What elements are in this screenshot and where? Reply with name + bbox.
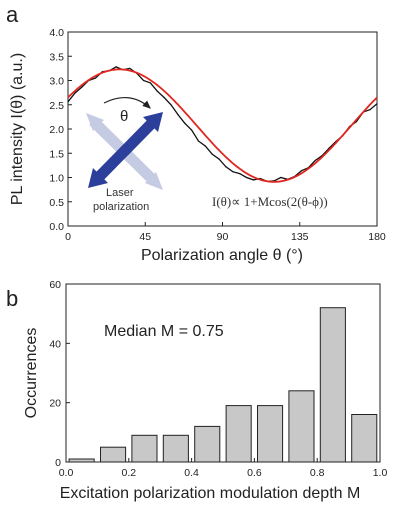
laser-label: Laser xyxy=(106,187,134,199)
panel-b-y-tick-label: 0 xyxy=(55,457,61,469)
panel-b-y-axis-title: Occurrences xyxy=(23,328,40,419)
measured-intensity-point xyxy=(156,90,158,92)
panel-a-x-tick-label: 90 xyxy=(217,231,229,243)
panel-b-y-tick-label: 60 xyxy=(49,279,61,291)
panel-b-x-tick-label: 0.6 xyxy=(247,467,262,479)
panel-a-ticks: 0 45 90 135 180 0.0 0.5 1.0 1.5 2.0 2.5 3.0 3.5 4.0 xyxy=(49,27,386,243)
measured-intensity-point xyxy=(115,66,117,68)
histogram-bar xyxy=(257,405,284,463)
theta-label: θ xyxy=(120,108,128,125)
panel-b-x-tick-label: 0.2 xyxy=(121,467,136,479)
panel-b-plot-frame xyxy=(65,283,381,463)
measured-intensity-point xyxy=(184,122,186,124)
measured-intensity-point xyxy=(170,104,172,106)
measured-intensity-point xyxy=(142,79,145,82)
fit-formula: I(θ)∝ 1+Mcos(2(θ-ϕ)) xyxy=(212,194,328,209)
laser-polarization-arrow-shaft xyxy=(92,116,159,184)
measured-intensity-point xyxy=(204,145,206,147)
panel-b-x-tick-label: 1.0 xyxy=(373,467,388,479)
measured-intensity-point xyxy=(376,103,378,105)
measured-intensity-point xyxy=(129,67,131,69)
perpendicular-arrow-head-1 xyxy=(86,113,104,131)
panel-b-x-axis-title: Excitation polarization modulation depth… xyxy=(60,485,361,502)
measured-intensity-point xyxy=(232,171,234,173)
measured-intensity-point xyxy=(67,101,69,103)
panel-b-y-tick-label: 40 xyxy=(49,338,61,350)
measured-intensity-point xyxy=(81,86,83,88)
panel-a-y-tick-label: 3.0 xyxy=(49,76,64,88)
panel-a-y-axis-title: PL intensity I(θ) (a.u.) xyxy=(9,53,26,205)
measured-intensity-point xyxy=(369,109,371,111)
fit-curve-line xyxy=(67,68,378,183)
panel-a-y-tick-label: 1.0 xyxy=(49,173,64,185)
panel-a-y-tick-label: 0.0 xyxy=(49,221,64,233)
measured-intensity-point xyxy=(245,176,248,179)
perpendicular-arrow-head-2 xyxy=(145,172,163,190)
measured-intensity-point xyxy=(197,140,200,142)
panel-a-y-tick-label: 0.5 xyxy=(49,197,64,209)
panel-b-chart: 0.0 0.2 0.4 0.6 0.8 1.0 0 20 40 60 Median M = 0.7… xyxy=(23,279,387,502)
panel-b-y-tick-label: 20 xyxy=(49,398,61,410)
measured-intensity-point xyxy=(225,166,227,168)
panel-b-x-tick-label: 0.4 xyxy=(184,467,199,479)
panel-a-y-tick-label: 2.0 xyxy=(49,124,64,136)
panel-letter-b: b xyxy=(6,286,18,311)
histogram-bar xyxy=(131,434,158,463)
histogram-bar xyxy=(162,434,189,463)
panel-a-x-tick-label: 45 xyxy=(139,231,151,243)
panel-a-y-tick-label: 1.5 xyxy=(49,148,64,160)
measured-intensity-point xyxy=(163,96,165,99)
measured-intensity-point xyxy=(300,170,303,172)
measured-intensity-point xyxy=(191,129,193,131)
angle-arc-arrow xyxy=(103,97,151,109)
panel-a-y-tick-label: 2.5 xyxy=(49,100,64,112)
histogram-bar xyxy=(319,307,346,463)
polarization-inset: θ xyxy=(86,97,163,190)
panel-a-lines xyxy=(67,66,378,183)
measured-intensity-point xyxy=(94,77,97,79)
panel-a-x-tick-label: 135 xyxy=(291,231,309,243)
histogram-bar xyxy=(351,414,378,463)
histogram-bar xyxy=(100,446,127,463)
measured-intensity-point xyxy=(177,113,179,116)
panel-a-x-tick-label: 0 xyxy=(65,231,71,243)
panel-letter-a: a xyxy=(6,2,19,27)
laser-polarization-arrow-head-1 xyxy=(88,168,108,188)
measured-intensity-line xyxy=(67,66,378,183)
measured-intensity-point xyxy=(149,82,151,84)
measured-intensity-point xyxy=(252,179,254,181)
panel-a-y-tick-label: 4.0 xyxy=(49,27,64,39)
panel-b-x-tick-label: 0.8 xyxy=(310,467,325,479)
panel-b-x-tick-label: 0.0 xyxy=(59,467,74,479)
panel-a-x-axis-title: Polarization angle θ (°) xyxy=(141,247,303,264)
panel-a-x-tick-label: 180 xyxy=(368,231,386,243)
measured-intensity-point xyxy=(218,158,220,160)
measured-intensity-point xyxy=(211,153,213,155)
laser-polarization-arrow-head-2 xyxy=(143,112,163,132)
panel-b-bars xyxy=(68,307,378,463)
measured-intensity-point xyxy=(239,173,241,175)
measured-intensity-point xyxy=(314,159,316,162)
histogram-bar xyxy=(194,425,221,463)
panel-a-y-tick-label: 3.5 xyxy=(49,51,64,63)
histogram-bar xyxy=(288,390,315,463)
panel-b-ticks: 0.0 0.2 0.4 0.6 0.8 1.0 0 20 40 60 xyxy=(49,279,387,479)
measured-intensity-point xyxy=(280,176,282,179)
panel-a-chart: 0 45 90 135 180 0.0 0.5 1.0 1.5 2.0 2.5 3.0 3.5 4.0 θ… xyxy=(9,27,386,264)
polarization-label: polarization xyxy=(93,201,149,213)
measured-intensity-point xyxy=(74,92,76,94)
median-annotation: Median M = 0.75 xyxy=(104,323,224,340)
histogram-bar xyxy=(225,405,252,463)
